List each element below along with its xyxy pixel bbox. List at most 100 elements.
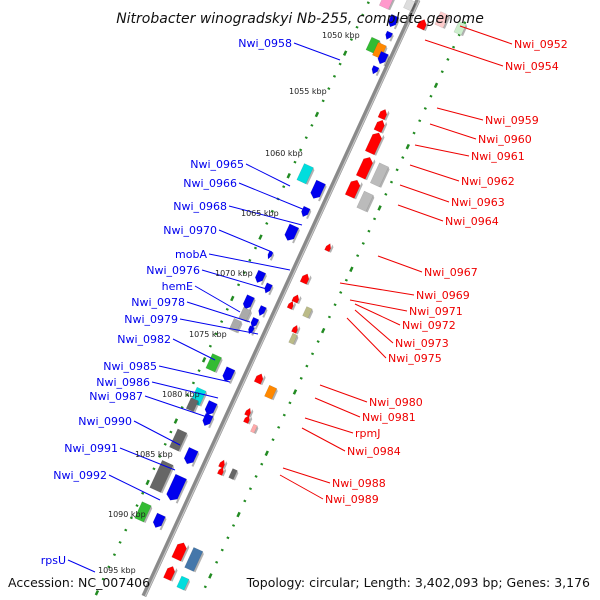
gene-feature[interactable] <box>355 155 376 181</box>
gene-feature[interactable] <box>264 384 278 401</box>
gene-feature[interactable] <box>377 108 390 121</box>
gene-label-forward[interactable]: Nwi_0990 <box>78 415 132 428</box>
gene-feature[interactable] <box>364 131 385 156</box>
gene-feature[interactable] <box>296 163 315 185</box>
gene-label-reverse[interactable]: Nwi_0960 <box>478 133 532 146</box>
gene-feature[interactable] <box>370 65 381 77</box>
gene-label-forward[interactable]: Nwi_0985 <box>103 360 157 373</box>
gene-label-forward[interactable]: Nwi_0965 <box>190 158 244 171</box>
gene-feature[interactable] <box>434 11 451 29</box>
gene-label-reverse[interactable]: rpmJ <box>355 427 380 440</box>
gene-label-reverse[interactable]: Nwi_0984 <box>347 445 401 458</box>
gene-feature[interactable] <box>249 316 260 330</box>
gene-feature[interactable] <box>171 541 190 563</box>
gene-label-forward[interactable]: Nwi_0958 <box>238 37 292 50</box>
gene-feature[interactable] <box>378 0 396 11</box>
gene-feature[interactable] <box>163 565 178 582</box>
gene-label-forward[interactable]: mobA <box>175 248 207 261</box>
gene-feature[interactable] <box>373 119 388 134</box>
gene-label-reverse[interactable]: Nwi_0962 <box>461 175 515 188</box>
gene-label-forward[interactable]: Nwi_0987 <box>89 390 143 403</box>
gene-label-reverse[interactable]: Nwi_0964 <box>445 215 499 228</box>
gene-feature[interactable] <box>266 250 275 261</box>
gene-label-reverse[interactable]: Nwi_0972 <box>402 319 456 332</box>
gene-label-forward[interactable]: hemE <box>162 280 193 293</box>
track-dot <box>135 504 139 508</box>
gene-feature[interactable] <box>416 18 430 32</box>
gene-feature[interactable] <box>300 205 312 220</box>
gene-label-forward[interactable]: Nwi_0992 <box>53 469 107 482</box>
gene-feature[interactable] <box>253 372 266 386</box>
gene-feature[interactable] <box>384 30 395 42</box>
gene-feature[interactable] <box>344 178 363 200</box>
gene-feature[interactable] <box>309 179 327 202</box>
gene-label-forward[interactable]: Nwi_0986 <box>96 376 150 389</box>
gene-label-forward[interactable]: rpsU <box>41 554 66 567</box>
gene-feature[interactable] <box>184 547 205 573</box>
gene-feature[interactable] <box>228 468 240 481</box>
gene-label-forward[interactable]: Nwi_0991 <box>64 442 118 455</box>
gene-label-reverse[interactable]: Nwi_0971 <box>409 305 463 318</box>
gene-feature[interactable] <box>218 459 228 470</box>
gene-feature[interactable] <box>205 353 224 374</box>
gene-feature[interactable] <box>254 269 268 286</box>
gene-feature[interactable] <box>453 20 468 37</box>
gene-label-forward[interactable]: Nwi_0979 <box>124 313 178 326</box>
gene-label-reverse[interactable]: Nwi_0961 <box>471 150 525 163</box>
gene-feature[interactable] <box>263 282 274 296</box>
gene-label-reverse[interactable]: Nwi_0967 <box>424 266 478 279</box>
gene-feature[interactable] <box>182 446 200 467</box>
track-dot <box>384 192 388 196</box>
gene-feature[interactable] <box>250 423 259 434</box>
gene-label-reverse[interactable]: Nwi_0952 <box>514 38 568 51</box>
gene-feature[interactable] <box>291 324 301 335</box>
gene-label-reverse[interactable]: Nwi_0959 <box>485 114 539 127</box>
gene-label-forward[interactable]: Nwi_0976 <box>146 264 200 277</box>
gene-feature[interactable] <box>221 366 237 384</box>
gene-feature[interactable] <box>283 223 301 244</box>
gene-label-forward[interactable]: Nwi_0968 <box>173 200 227 213</box>
gene-feature[interactable] <box>291 294 303 305</box>
gene-feature[interactable] <box>244 407 254 418</box>
gene-feature[interactable] <box>134 501 153 523</box>
gene-label-forward[interactable]: Nwi_0982 <box>117 333 171 346</box>
gene-label-reverse[interactable]: Nwi_0988 <box>332 477 386 490</box>
gene-feature[interactable] <box>216 466 227 477</box>
gene-feature[interactable] <box>238 306 253 323</box>
gene-feature[interactable] <box>176 575 191 592</box>
track-dot <box>299 148 303 152</box>
gene-feature[interactable] <box>288 332 300 346</box>
gene-feature[interactable] <box>387 13 401 30</box>
gene-label-reverse[interactable]: Nwi_0981 <box>362 411 416 424</box>
gene-feature[interactable] <box>376 50 390 67</box>
track-dot <box>342 50 348 56</box>
gene-feature[interactable] <box>151 512 167 531</box>
gene-feature[interactable] <box>286 300 297 311</box>
gene-feature[interactable] <box>149 459 175 494</box>
gene-feature[interactable] <box>165 473 189 504</box>
gene-label-reverse[interactable]: Nwi_0973 <box>395 337 449 350</box>
gene-feature[interactable] <box>185 397 200 413</box>
label-leader-line <box>119 447 176 471</box>
gene-label-reverse[interactable]: Nwi_0954 <box>505 60 559 73</box>
gene-feature[interactable] <box>247 325 257 336</box>
gene-label-reverse[interactable]: Nwi_0963 <box>451 196 505 209</box>
gene-feature[interactable] <box>356 190 375 213</box>
gene-feature[interactable] <box>243 414 253 425</box>
gene-label-forward[interactable]: Nwi_0966 <box>183 177 237 190</box>
gene-feature[interactable] <box>403 0 416 12</box>
gene-label-reverse[interactable]: Nwi_0989 <box>325 493 379 506</box>
gene-feature[interactable] <box>369 162 390 188</box>
gene-label-forward[interactable]: Nwi_0978 <box>131 296 185 309</box>
gene-feature[interactable] <box>241 294 256 312</box>
gene-label-reverse[interactable]: Nwi_0975 <box>388 352 442 365</box>
gene-label-forward[interactable]: Nwi_0970 <box>163 224 217 237</box>
gene-label-reverse[interactable]: Nwi_0969 <box>416 289 470 302</box>
gene-feature[interactable] <box>299 272 312 286</box>
gene-feature[interactable] <box>324 243 335 253</box>
track-dot <box>423 107 427 110</box>
gene-label-reverse[interactable]: Nwi_0980 <box>369 396 423 409</box>
gene-feature[interactable] <box>302 306 314 319</box>
gene-feature[interactable] <box>257 305 268 318</box>
gene-feature[interactable] <box>203 400 219 418</box>
